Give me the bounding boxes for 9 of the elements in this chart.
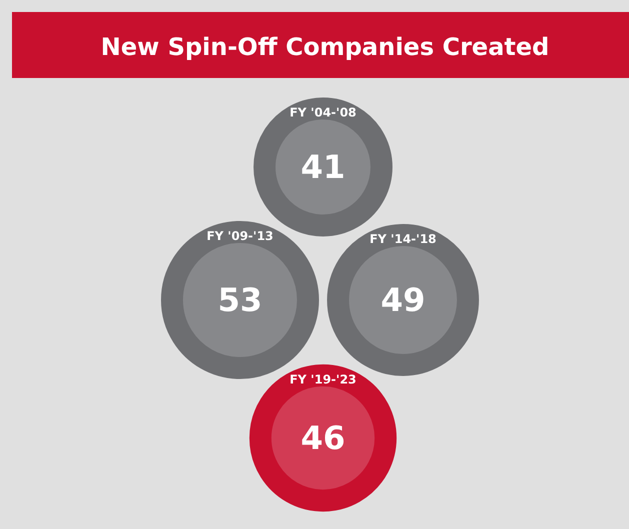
text: New Spin-Off Companies Created <box>100 33 550 61</box>
category-label: FY '19-'23 <box>290 372 356 386</box>
data-label: 41 <box>300 148 346 186</box>
data-label: 49 <box>380 281 426 319</box>
data-label: 46 <box>300 419 346 457</box>
category-label: FY '04-'08 <box>290 106 356 120</box>
category-label: FY '14-'18 <box>370 232 436 246</box>
data-label: 53 <box>218 281 262 319</box>
category-label: FY '09-'13 <box>206 229 274 243</box>
